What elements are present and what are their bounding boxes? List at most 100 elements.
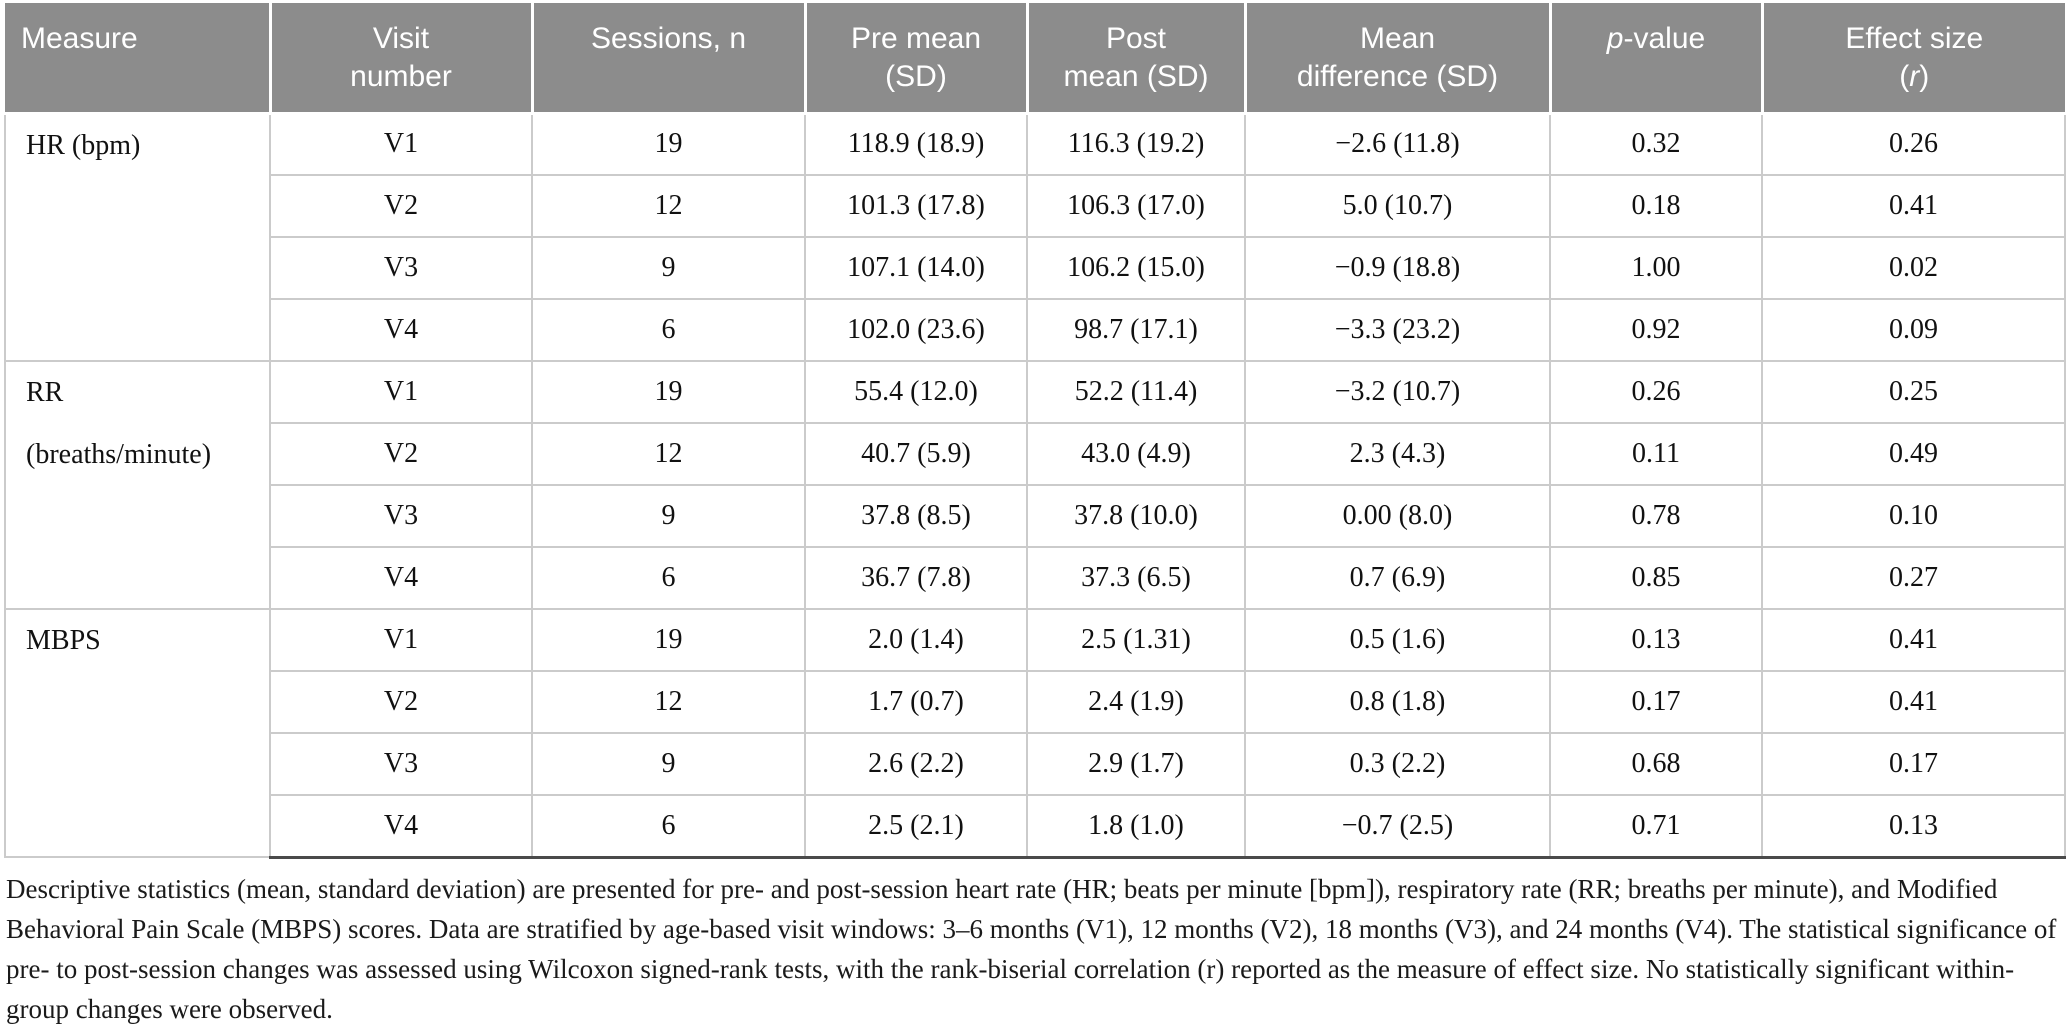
cell-pre: 2.5 (2.1): [804, 794, 1028, 859]
cell-pre: 2.0 (1.4): [804, 608, 1028, 672]
cell-diff: 0.8 (1.8): [1244, 670, 1551, 734]
cell-sessions: 19: [531, 608, 806, 672]
column-header-line: Visit: [372, 22, 430, 55]
cell-sessions: 9: [531, 732, 806, 796]
cell-sessions: 12: [531, 422, 806, 486]
column-header-meandiff: Mean difference (SD): [1245, 3, 1552, 115]
cell-p: 0.78: [1549, 484, 1763, 548]
cell-pre: 118.9 (18.9): [804, 112, 1028, 176]
cell-diff: −3.3 (23.2): [1244, 298, 1551, 362]
measure-label-line: RR: [26, 377, 64, 408]
cell-effect: 0.25: [1761, 360, 2066, 424]
cell-post: 2.4 (1.9): [1026, 670, 1246, 734]
cell-post: 1.8 (1.0): [1026, 794, 1246, 859]
cell-visit: V1: [269, 112, 533, 176]
cell-diff: 0.00 (8.0): [1244, 484, 1551, 548]
cell-effect: 0.49: [1761, 422, 2066, 486]
cell-pre: 40.7 (5.9): [804, 422, 1028, 486]
table-row: V3 9 107.1 (14.0) 106.2 (15.0) −0.9 (18.8) 1.…: [5, 236, 2066, 300]
cell-visit: V2: [269, 422, 533, 486]
cell-sessions: 19: [531, 112, 806, 176]
cell-diff: 5.0 (10.7): [1244, 174, 1551, 238]
cell-post: 43.0 (4.9): [1026, 422, 1246, 486]
cell-pre: 102.0 (23.6): [804, 298, 1028, 362]
cell-effect: 0.09: [1761, 298, 2066, 362]
cell-p: 0.92: [1549, 298, 1763, 362]
cell-p: 0.11: [1549, 422, 1763, 486]
table-row: V3 9 2.6 (2.2) 2.9 (1.7) 0.3 (2.2) 0.68 0.17: [5, 732, 2066, 796]
measure-cell: MBPS: [4, 608, 271, 858]
cell-diff: −2.6 (11.8): [1244, 112, 1551, 176]
cell-post: 2.5 (1.31): [1026, 608, 1246, 672]
table-row: MBPS V1 19 2.0 (1.4) 2.5 (1.31) 0.5 (1.6) 0.13…: [4, 608, 2066, 858]
cell-sessions: 9: [531, 236, 806, 300]
cell-pre: 101.3 (17.8): [804, 174, 1028, 238]
column-header-line: mean (SD): [1063, 60, 1209, 93]
statistics-table-container: Measure Visit number Sessions, n Pre mean (SD…: [4, 3, 2066, 859]
column-header-effect: Effect size (r): [1762, 3, 2065, 115]
cell-post: 2.9 (1.7): [1026, 732, 1246, 796]
measure-label-line: MBPS: [26, 625, 101, 656]
column-header-measure: Measure: [5, 3, 272, 115]
cell-p: 0.13: [1549, 608, 1763, 672]
cell-sessions: 9: [531, 484, 806, 548]
column-header-line: number: [350, 60, 452, 93]
cell-sessions: 6: [531, 794, 806, 859]
measure-cell: RR (breaths/minute): [4, 360, 271, 610]
cell-visit: V4: [269, 794, 533, 859]
table-row: RR (breaths/minute) V1 19 55.4 (12.0) 52.2 (1…: [4, 360, 2066, 610]
cell-diff: 0.7 (6.9): [1244, 546, 1551, 610]
table-body: HR (bpm) V1 19 118.9 (18.9) 116.3 (19.2) −2.6…: [4, 112, 2066, 859]
cell-p: 0.32: [1549, 112, 1763, 176]
cell-effect: 0.02: [1761, 236, 2066, 300]
cell-post: 116.3 (19.2): [1026, 112, 1246, 176]
cell-visit: V1: [269, 360, 533, 424]
cell-effect: 0.17: [1761, 732, 2066, 796]
column-header-line: p-value: [1606, 22, 1706, 55]
cell-p: 0.68: [1549, 732, 1763, 796]
table-caption: Descriptive statistics (mean, standard d…: [6, 873, 2057, 1024]
cell-pre: 55.4 (12.0): [804, 360, 1028, 424]
cell-p: 0.18: [1549, 174, 1763, 238]
table-header-row: Measure Visit number Sessions, n Pre mean (SD…: [5, 3, 2065, 115]
cell-visit: V4: [269, 546, 533, 610]
cell-effect: 0.41: [1761, 174, 2066, 238]
cell-visit: V2: [269, 670, 533, 734]
column-header-line: Effect size: [1845, 22, 1984, 55]
table-row: V4 6 36.7 (7.8) 37.3 (6.5) 0.7 (6.9) 0.85 0.27: [5, 546, 2066, 610]
column-header-line: Pre mean: [850, 22, 982, 55]
cell-effect: 0.10: [1761, 484, 2066, 548]
cell-sessions: 12: [531, 670, 806, 734]
cell-effect: 0.41: [1761, 608, 2066, 672]
cell-diff: 0.3 (2.2): [1244, 732, 1551, 796]
table-row: V4 6 2.5 (2.1) 1.8 (1.0) −0.7 (2.5) 0.71 0.13: [5, 794, 2066, 859]
cell-p: 1.00: [1549, 236, 1763, 300]
cell-diff: −0.9 (18.8): [1244, 236, 1551, 300]
column-header-sessions: Sessions, n: [532, 3, 807, 115]
cell-post: 37.8 (10.0): [1026, 484, 1246, 548]
cell-sessions: 19: [531, 360, 806, 424]
cell-p: 0.26: [1549, 360, 1763, 424]
table-row: V2 12 101.3 (17.8) 106.3 (17.0) 5.0 (10.7) 0.…: [5, 174, 2066, 238]
table-row: V2 12 1.7 (0.7) 2.4 (1.9) 0.8 (1.8) 0.17 0.41: [5, 670, 2066, 734]
cell-diff: 2.3 (4.3): [1244, 422, 1551, 486]
column-header-pre: Pre mean (SD): [805, 3, 1029, 115]
cell-diff: −0.7 (2.5): [1244, 794, 1551, 859]
cell-p: 0.71: [1549, 794, 1763, 859]
cell-visit: V3: [269, 484, 533, 548]
column-header-line: (r): [1899, 60, 1930, 93]
column-header-line: Sessions, n: [590, 22, 747, 55]
measure-label-line: (breaths/minute): [26, 439, 212, 470]
cell-effect: 0.26: [1761, 112, 2066, 176]
cell-pre: 107.1 (14.0): [804, 236, 1028, 300]
table-header: Measure Visit number Sessions, n Pre mean (SD…: [5, 3, 2065, 115]
table-row: V4 6 102.0 (23.6) 98.7 (17.1) −3.3 (23.2) 0.9…: [5, 298, 2066, 362]
measure-label-line: HR (bpm): [26, 129, 141, 161]
cell-pre: 37.8 (8.5): [804, 484, 1028, 548]
cell-sessions: 6: [531, 298, 806, 362]
cell-diff: 0.5 (1.6): [1244, 608, 1551, 672]
column-header-line: Mean: [1359, 22, 1436, 55]
cell-visit: V4: [269, 298, 533, 362]
cell-effect: 0.27: [1761, 546, 2066, 610]
cell-pre: 2.6 (2.2): [804, 732, 1028, 796]
